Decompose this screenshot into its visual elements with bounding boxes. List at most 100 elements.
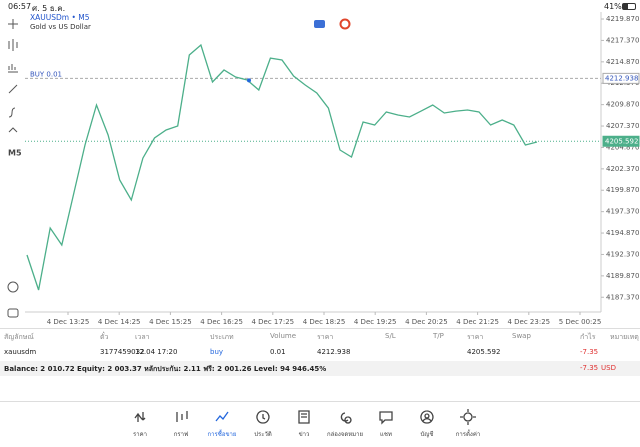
column-header: Swap — [512, 332, 531, 340]
cell: 4212.938 — [317, 348, 351, 356]
nav-icon[interactable] — [172, 408, 190, 426]
y-tick-label: 4207.370 — [606, 122, 639, 130]
nav-item[interactable]: กราฟ — [151, 408, 211, 439]
icon-shape — [134, 412, 146, 422]
icon-shape — [298, 410, 310, 424]
icon-shape — [379, 411, 393, 425]
entry-marker — [247, 78, 251, 83]
icon-shape — [215, 411, 229, 422]
y-tick-label: 4194.870 — [606, 229, 639, 237]
y-tick-label: 4209.870 — [606, 101, 639, 109]
currency: USD — [601, 364, 616, 372]
y-tick-label: 4197.370 — [606, 208, 639, 216]
column-header: Volume — [270, 332, 297, 340]
nav-item[interactable]: แชท — [356, 408, 416, 439]
column-header: เวลา — [135, 333, 150, 341]
buy-label: BUY 0.01 — [30, 70, 62, 78]
y-tick-label: 4202.370 — [606, 165, 639, 173]
y-tick-label: 4187.370 — [606, 293, 639, 301]
status-time: 06:57 — [8, 2, 32, 11]
nav-label[interactable]: บัญชี — [420, 431, 434, 438]
x-tick-label: 4 Dec 15:25 — [149, 318, 192, 326]
one-click-icon[interactable] — [314, 20, 325, 28]
nav-label[interactable]: ราคา — [133, 431, 147, 438]
chart: XAUUSDm • M5 Gold vs US Dollar M5 4219.8… — [7, 12, 640, 326]
column-header: กำไร — [580, 333, 596, 341]
x-tick-label: 4 Dec 20:25 — [405, 318, 448, 326]
nav-item[interactable]: การตั้งค่า — [438, 408, 498, 439]
y-tick-label: 4204.870 — [606, 143, 639, 151]
signal-icon[interactable] — [339, 18, 351, 30]
nav-icon[interactable] — [213, 408, 231, 426]
icon-shape — [460, 409, 476, 425]
y-tick-label: 4189.870 — [606, 272, 639, 280]
price-box-label: 4212.938 — [605, 74, 638, 82]
x-tick-label: 4 Dec 17:25 — [251, 318, 294, 326]
price-box — [602, 135, 640, 147]
x-tick-label: 4 Dec 23:25 — [507, 318, 550, 326]
column-header: ตั๋ว — [100, 333, 109, 341]
status-battery: 41% — [604, 2, 622, 11]
nav-item[interactable]: ข่าว — [274, 408, 334, 439]
timeframe[interactable]: M5 — [8, 149, 22, 158]
nav-icon[interactable] — [131, 408, 149, 426]
nav-label[interactable]: การซื้อขาย — [207, 431, 237, 438]
x-tick-label: 4 Dec 14:25 — [98, 318, 141, 326]
column-header: ราคา — [317, 333, 334, 341]
price-box-label: 4205.592 — [605, 137, 638, 145]
column-header: ราคา — [467, 333, 484, 341]
nav-icon[interactable] — [295, 408, 313, 426]
x-tick-label: 4 Dec 13:25 — [47, 318, 90, 326]
divider — [0, 401, 640, 402]
nav-label[interactable]: กราฟ — [173, 431, 189, 438]
column-header: T/P — [433, 332, 444, 340]
y-tick-label: 4219.870 — [606, 15, 639, 23]
nav-label[interactable]: ประวัติ — [254, 431, 272, 438]
column-header: ประเภท — [210, 333, 234, 341]
price-box — [602, 72, 640, 84]
icon-shape — [176, 411, 188, 422]
toolbar-icons[interactable] — [7, 19, 19, 318]
column-header: สัญลักษณ์ — [4, 333, 34, 341]
x-tick-label: 4 Dec 21:25 — [456, 318, 499, 326]
y-tick-label: 4214.870 — [606, 58, 639, 66]
x-tick-label: 4 Dec 16:25 — [200, 318, 243, 326]
price-line — [26, 43, 538, 291]
nav-icon[interactable] — [418, 408, 436, 426]
column-header: S/L — [385, 332, 396, 340]
nav-item[interactable]: ราคา — [110, 408, 170, 439]
chart-subtitle: Gold vs US Dollar — [30, 23, 91, 31]
nav-label[interactable]: กล่องจดหมาย — [326, 431, 364, 438]
summary: Balance: 2 010.72 Equity: 2 003.37 หลักป… — [4, 365, 327, 373]
nav-label[interactable]: ข่าว — [298, 431, 310, 438]
summary-row — [0, 361, 640, 376]
cell: 3177459032 — [100, 348, 145, 356]
y-tick-label: 4192.370 — [606, 250, 639, 258]
nav-item[interactable]: กล่องจดหมาย — [315, 408, 375, 439]
nav-item[interactable]: การซื้อขาย — [192, 408, 252, 439]
nav-label[interactable]: การตั้งค่า — [455, 431, 481, 438]
summary-profit: -7.35 — [580, 364, 599, 372]
icon-shape — [340, 412, 352, 424]
x-tick-label: 4 Dec 18:25 — [303, 318, 346, 326]
chart-title: XAUUSDm • M5 — [30, 13, 90, 22]
nav-icon[interactable] — [459, 408, 477, 426]
nav-icon[interactable] — [377, 408, 395, 426]
battery-icon — [622, 3, 636, 10]
nav-icon[interactable] — [254, 408, 272, 426]
y-tick-label: 4199.870 — [606, 186, 639, 194]
divider — [0, 328, 640, 329]
status-date: ศ. 5 ธ.ค. — [32, 4, 66, 13]
cell: -7.35 — [580, 348, 599, 356]
cell: xauusdm — [4, 348, 37, 356]
nav-item[interactable]: บัญชี — [397, 408, 457, 439]
x-tick-label: 4 Dec 19:25 — [354, 318, 397, 326]
x-tick-label: 5 Dec 00:25 — [559, 318, 602, 326]
nav-label[interactable]: แชท — [380, 431, 392, 438]
column-header: หมายเหตุ — [610, 333, 639, 341]
cell: 12.04 17:20 — [135, 348, 178, 356]
nav-item[interactable]: ประวัติ — [233, 408, 293, 439]
nav-icon[interactable] — [336, 408, 354, 426]
cell: 0.01 — [270, 348, 286, 356]
